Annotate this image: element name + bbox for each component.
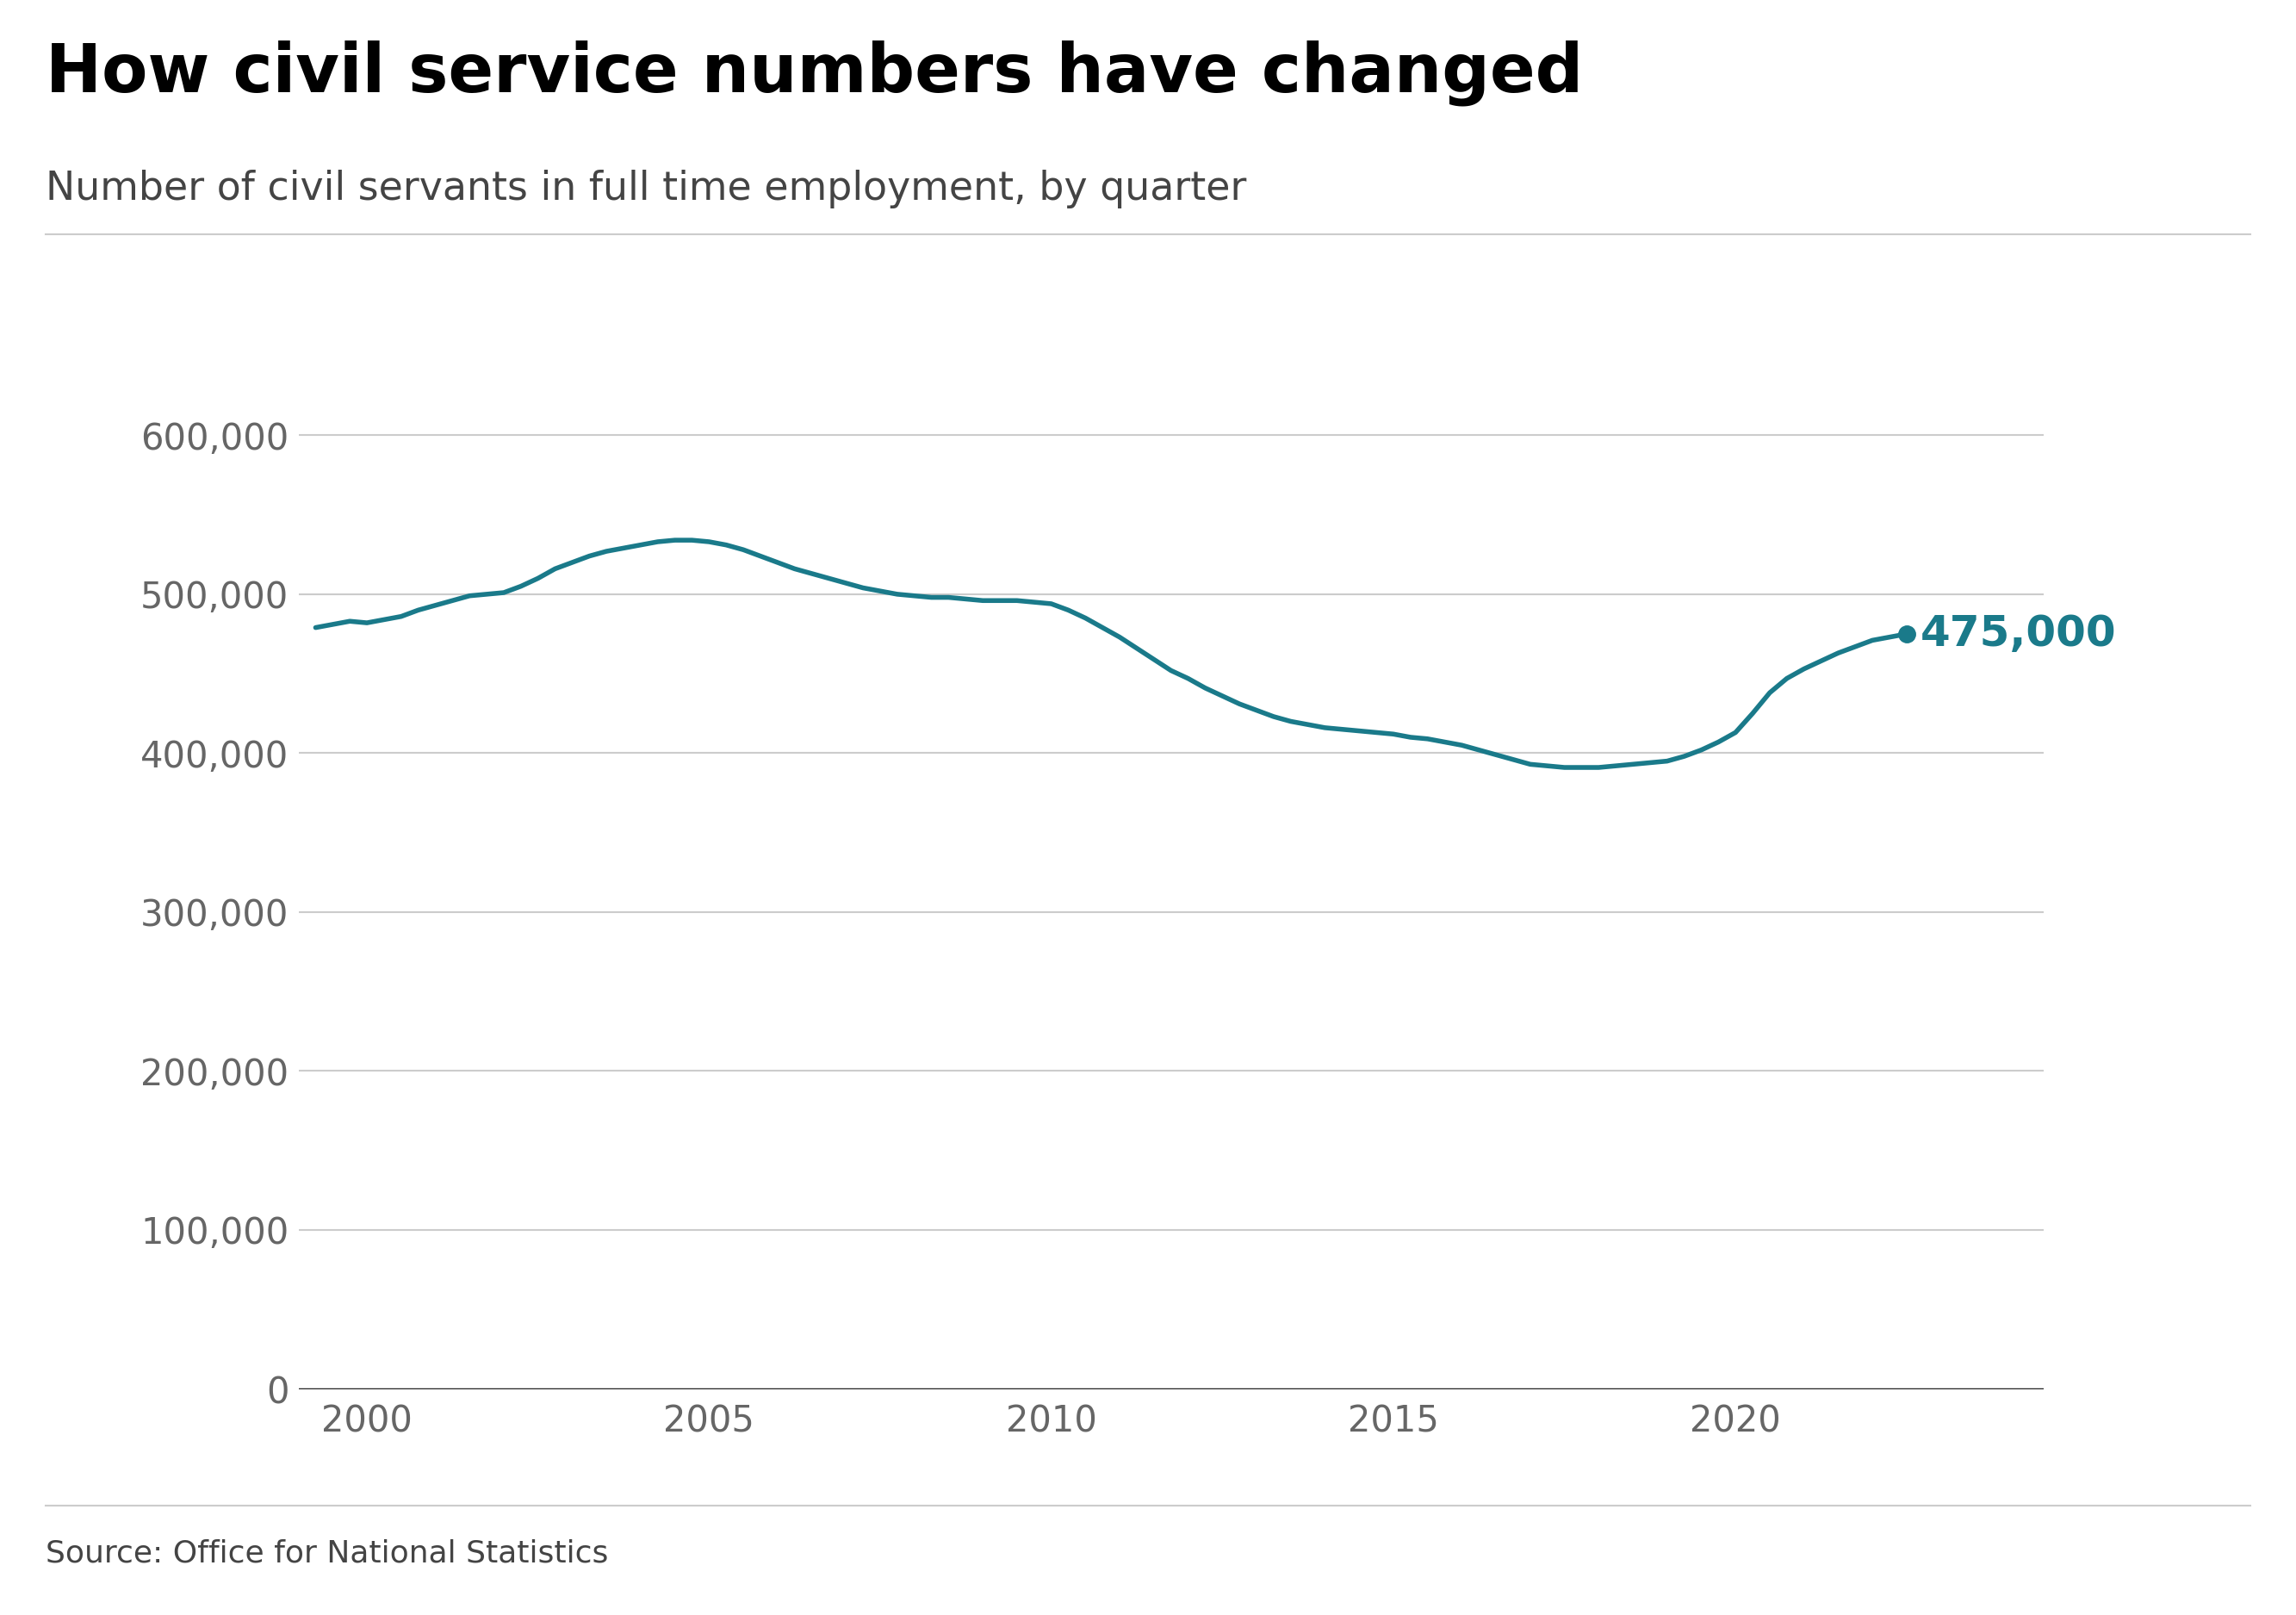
Text: 475,000: 475,000 bbox=[1919, 614, 2117, 654]
Text: Source: Office for National Statistics: Source: Office for National Statistics bbox=[46, 1539, 608, 1568]
Text: Number of civil servants in full time employment, by quarter: Number of civil servants in full time em… bbox=[46, 170, 1247, 208]
Text: BBC: BBC bbox=[2078, 1536, 2181, 1575]
Text: How civil service numbers have changed: How civil service numbers have changed bbox=[46, 40, 1584, 107]
